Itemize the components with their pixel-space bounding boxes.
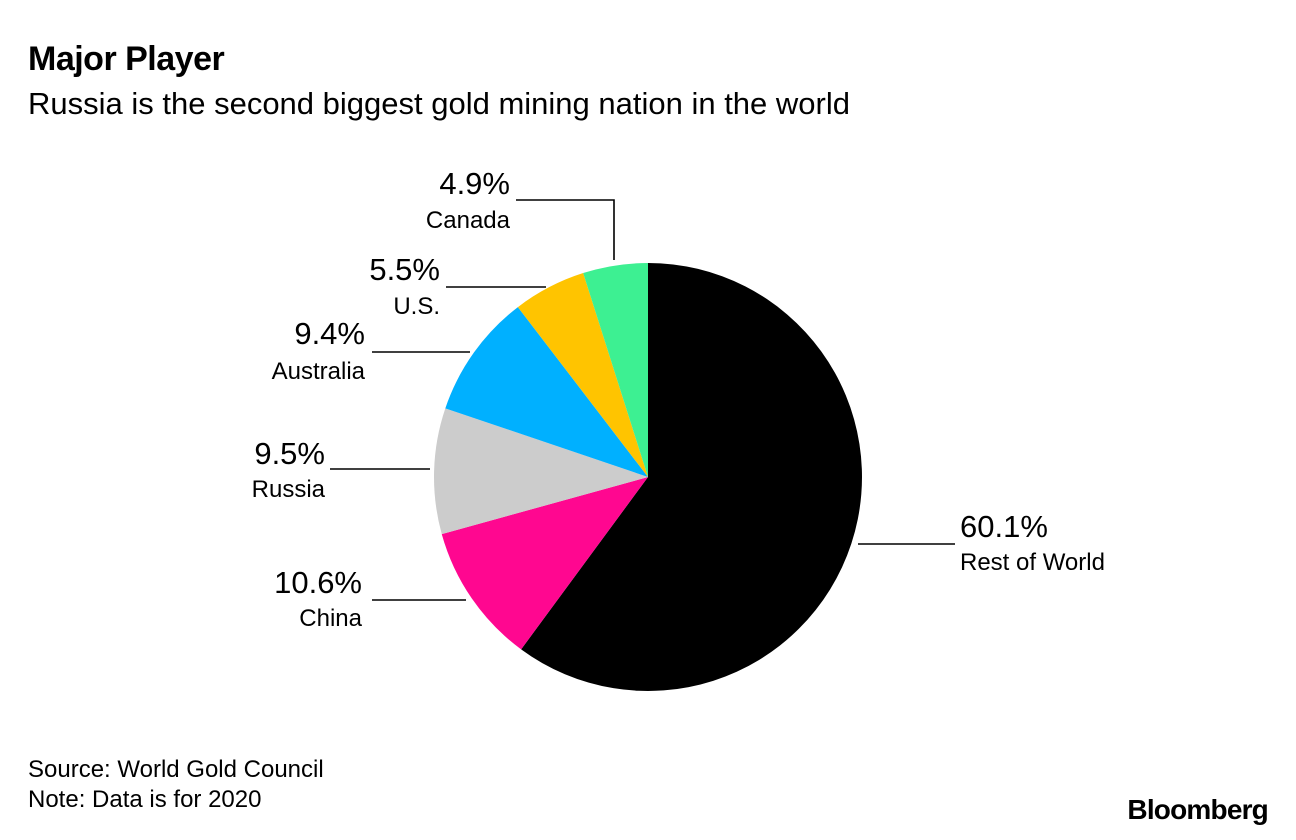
pie-slice-canada xyxy=(583,263,648,477)
data-label-value-rest-of-world: 60.1% xyxy=(960,509,1048,544)
data-label-name-russia: Russia xyxy=(252,476,326,503)
data-label-name-canada: Canada xyxy=(426,207,511,234)
pie-slice-u-s xyxy=(517,273,648,477)
pie-slice-china xyxy=(441,477,648,650)
data-label-value-russia: 9.5% xyxy=(254,436,325,471)
chart-subtitle: Russia is the second biggest gold mining… xyxy=(28,86,850,121)
pie-slice-rest-of-world xyxy=(521,263,862,691)
data-label-name-rest-of-world: Rest of World xyxy=(960,549,1105,576)
data-label-value-china: 10.6% xyxy=(274,565,362,600)
data-label-value-canada: 4.9% xyxy=(439,166,510,201)
chart-title: Major Player xyxy=(28,40,225,78)
data-label-value-australia: 9.4% xyxy=(294,316,365,351)
pie-slice-russia xyxy=(433,408,648,535)
source-note: Source: World Gold Council xyxy=(28,756,324,783)
data-label-value-u-s: 5.5% xyxy=(369,252,440,287)
data-label-name-china: China xyxy=(299,605,362,632)
leader-line-canada xyxy=(516,199,615,260)
data-label-name-u-s: U.S. xyxy=(393,293,440,320)
data-label-name-australia: Australia xyxy=(272,358,366,385)
pie-slice-australia xyxy=(445,307,648,477)
bloomberg-logo: Bloomberg xyxy=(1127,794,1268,825)
data-note: Note: Data is for 2020 xyxy=(28,786,262,813)
